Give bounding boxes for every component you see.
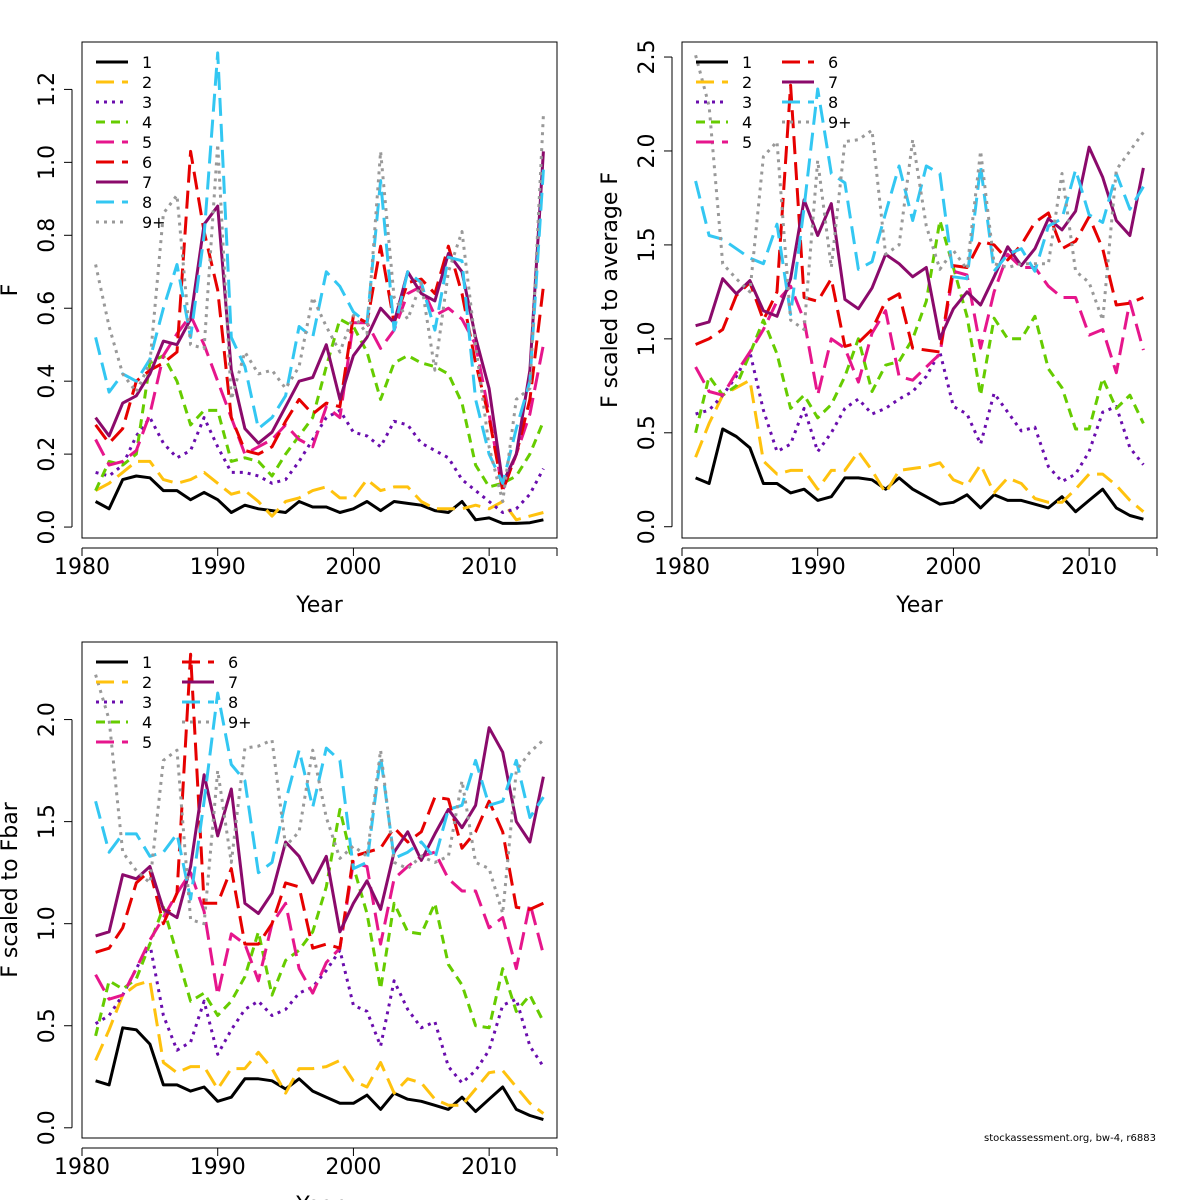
plot-frame <box>681 41 1158 539</box>
x-axis-title: Year <box>895 593 944 618</box>
series-line-3 <box>95 408 545 514</box>
series-line-4 <box>694 219 1145 434</box>
legend-label: 7 <box>228 673 238 692</box>
series-line-8 <box>94 691 545 901</box>
y-tick-label: 0.5 <box>35 1008 60 1043</box>
y-axis-title: F scaled to average F <box>598 172 623 408</box>
y-tick-label: 0.6 <box>35 291 60 326</box>
y-tick-label: 0.4 <box>35 364 60 399</box>
legend-label: 4 <box>142 113 152 132</box>
x-tick-label: 2000 <box>325 1155 381 1180</box>
legend-label: 5 <box>142 133 152 152</box>
y-tick-label: 2.0 <box>35 702 60 737</box>
y-axis-title: F scaled to Fbar <box>0 801 23 977</box>
legend-label: 7 <box>142 173 152 192</box>
x-axis-title: Year <box>295 593 344 618</box>
legend-label: 6 <box>228 653 238 672</box>
series-line-6 <box>95 652 545 954</box>
y-tick-label: 0.8 <box>35 218 60 253</box>
x-tick-label: 1990 <box>790 555 846 580</box>
legend-label: 4 <box>142 713 152 732</box>
legend-label: 2 <box>142 73 152 92</box>
x-tick-label: 1980 <box>54 1155 110 1180</box>
series-line-9plus <box>94 674 545 926</box>
legend-label: 8 <box>228 693 238 712</box>
legend-label: 4 <box>742 113 752 132</box>
series-line-9plus <box>694 54 1145 331</box>
series-line-1 <box>695 427 1144 521</box>
y-tick-label: 0.0 <box>35 510 60 545</box>
series-line-8 <box>694 87 1145 316</box>
legend-label: 7 <box>828 73 838 92</box>
y-tick-label: 1.0 <box>35 145 60 180</box>
chart-panel-1: 1980 1990 2000 2010 Year 0.0 0.2 0.4 0.6 0.8 1.0 1.… <box>0 41 558 618</box>
y-tick-label: 0.0 <box>635 509 660 544</box>
legend-label: 9+ <box>828 113 852 132</box>
x-tick-label: 1990 <box>190 1155 246 1180</box>
y-tick-label: 2.0 <box>635 133 660 168</box>
x-tick-label: 2010 <box>461 1155 517 1180</box>
x-axis-title: Year <box>295 1193 344 1200</box>
legend-label: 3 <box>142 93 152 112</box>
legend-label: 2 <box>142 673 152 692</box>
series-line-9plus <box>94 114 545 503</box>
legend-label: 3 <box>742 93 752 112</box>
legend-label: 3 <box>142 693 152 712</box>
x-tick-label: 1980 <box>54 555 110 580</box>
x-tick-label: 2000 <box>325 555 381 580</box>
legend-label: 5 <box>142 733 152 752</box>
series-line-7 <box>94 151 545 485</box>
series-line-1 <box>94 474 544 525</box>
x-tick-label: 2010 <box>461 555 517 580</box>
legend-label: 9+ <box>228 713 252 732</box>
y-tick-label: 1.0 <box>635 321 660 356</box>
series-line-3 <box>695 350 1145 484</box>
series-line-4 <box>94 317 545 492</box>
y-tick-label: 0.5 <box>635 415 660 450</box>
y-tick-label: 1.5 <box>35 804 60 839</box>
plot-frame <box>81 41 558 539</box>
legend-label: 6 <box>828 53 838 72</box>
series-line-4 <box>94 807 545 1037</box>
x-tick-label: 1980 <box>654 555 710 580</box>
series-line-2 <box>694 378 1145 513</box>
legend-label: 1 <box>142 53 152 72</box>
legend-label: 8 <box>142 193 152 212</box>
y-tick-label: 0.2 <box>35 437 60 472</box>
legend-label: 1 <box>742 53 752 72</box>
legend-label: 2 <box>742 73 752 92</box>
chart-panel-2: 1980 1990 2000 2010 Year 0.0 0.5 1.0 1.5 2.0 2.5 F … <box>598 40 1158 618</box>
legend-label: 6 <box>142 153 152 172</box>
series-line-6 <box>94 149 545 493</box>
plot-frame <box>81 641 558 1139</box>
series-line-2 <box>94 459 544 522</box>
series-line-6 <box>695 83 1144 354</box>
credit-text: stockassessment.org, bw-4, r6883 <box>984 1133 1156 1144</box>
y-tick-label: 0.0 <box>35 1110 60 1145</box>
y-tick-label: 1.2 <box>35 72 60 107</box>
legend-label: 1 <box>142 653 152 672</box>
series-line-2 <box>94 979 545 1115</box>
x-tick-label: 1990 <box>190 555 246 580</box>
series-line-1 <box>95 1026 544 1122</box>
legend-label: 9+ <box>142 213 166 232</box>
chart-panel-3: 1980 1990 2000 2010 Year 0.0 0.5 1.0 1.5 2.0 F sca… <box>0 641 558 1200</box>
series-line-5 <box>94 850 545 1001</box>
y-tick-label: 2.5 <box>635 40 660 75</box>
y-axis-title: F <box>0 284 23 297</box>
y-tick-label: 1.5 <box>635 227 660 262</box>
series-line-8 <box>94 51 545 485</box>
legend-label: 8 <box>828 93 838 112</box>
x-tick-label: 2000 <box>925 555 981 580</box>
y-tick-label: 1.0 <box>35 906 60 941</box>
legend-label: 5 <box>742 133 752 152</box>
x-tick-label: 2010 <box>1061 555 1117 580</box>
series-line-5 <box>694 252 1145 397</box>
